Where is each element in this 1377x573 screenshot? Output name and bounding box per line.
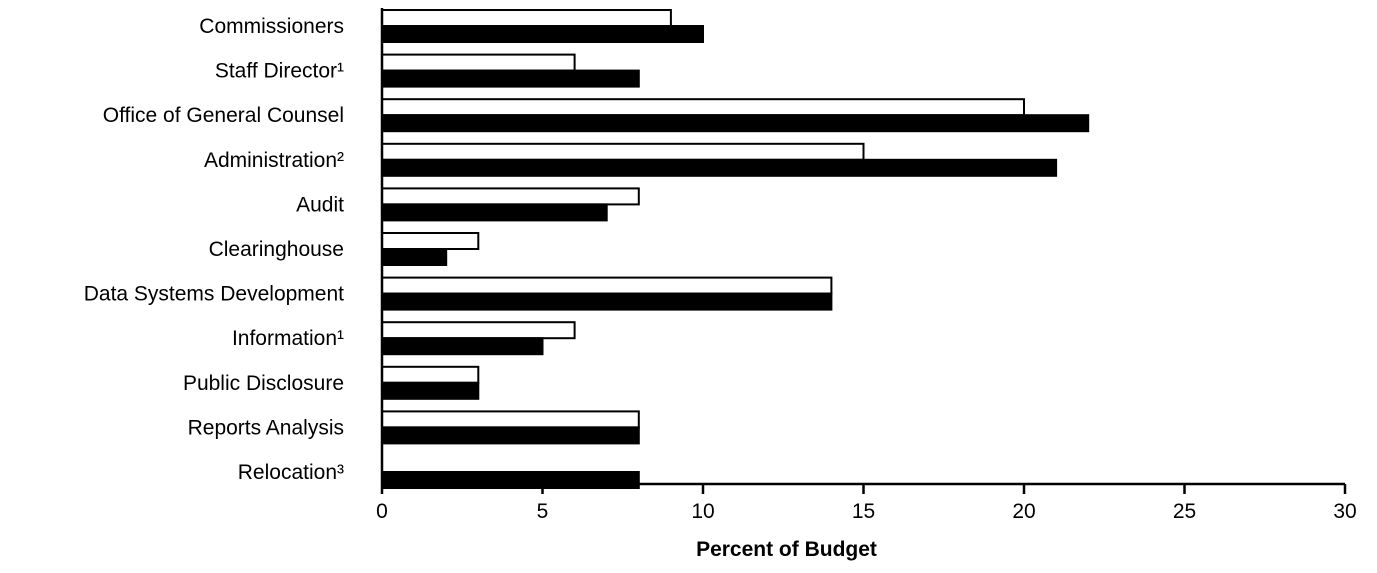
bar-black (381, 471, 640, 489)
category-label: Data Systems Development (84, 283, 344, 306)
x-tick-label: 25 (1173, 500, 1196, 523)
x-tick-label: 15 (852, 500, 875, 523)
bars-group (381, 9, 1090, 489)
x-tick-label: 20 (1012, 500, 1035, 523)
category-labels: Commissioners Staff Director¹ Office of Ge… (84, 15, 344, 484)
bar-white (381, 9, 672, 27)
bar-black (381, 69, 640, 88)
x-tick-label: 30 (1333, 500, 1356, 523)
bar-black (381, 426, 640, 445)
bar-white (381, 276, 833, 295)
category-label: Reports Analysis (188, 416, 344, 439)
bar-white (381, 365, 480, 384)
x-tick-label: 5 (537, 500, 549, 523)
bar-white (381, 187, 640, 206)
category-label: Information¹ (232, 327, 344, 350)
x-axis-title: Percent of Budget (696, 538, 877, 561)
bar-black (381, 381, 480, 400)
x-axis-ticks: 0 5 10 15 20 25 30 (376, 484, 1357, 523)
bar-black (381, 337, 544, 356)
category-label: Commissioners (199, 15, 344, 38)
bar-black (381, 114, 1090, 133)
bar-black (381, 203, 608, 222)
category-label: Office of General Counsel (103, 104, 344, 127)
category-label: Administration² (204, 149, 344, 172)
category-label: Staff Director¹ (215, 60, 344, 83)
bar-black (381, 248, 448, 266)
category-label: Audit (296, 193, 344, 216)
bar-white (381, 321, 576, 340)
bar-white (381, 232, 480, 250)
bar-black (381, 25, 704, 43)
category-label: Public Disclosure (183, 372, 344, 395)
category-label: Clearinghouse (209, 238, 344, 261)
bar-white (381, 142, 865, 161)
x-tick-label: 10 (691, 500, 714, 523)
bar-white (381, 98, 1025, 117)
bar-white (381, 410, 640, 429)
bar-black (381, 292, 833, 311)
bar-black (381, 158, 1058, 177)
category-label: Relocation³ (238, 461, 344, 484)
bar-white (381, 53, 576, 72)
x-tick-label: 0 (376, 500, 388, 523)
